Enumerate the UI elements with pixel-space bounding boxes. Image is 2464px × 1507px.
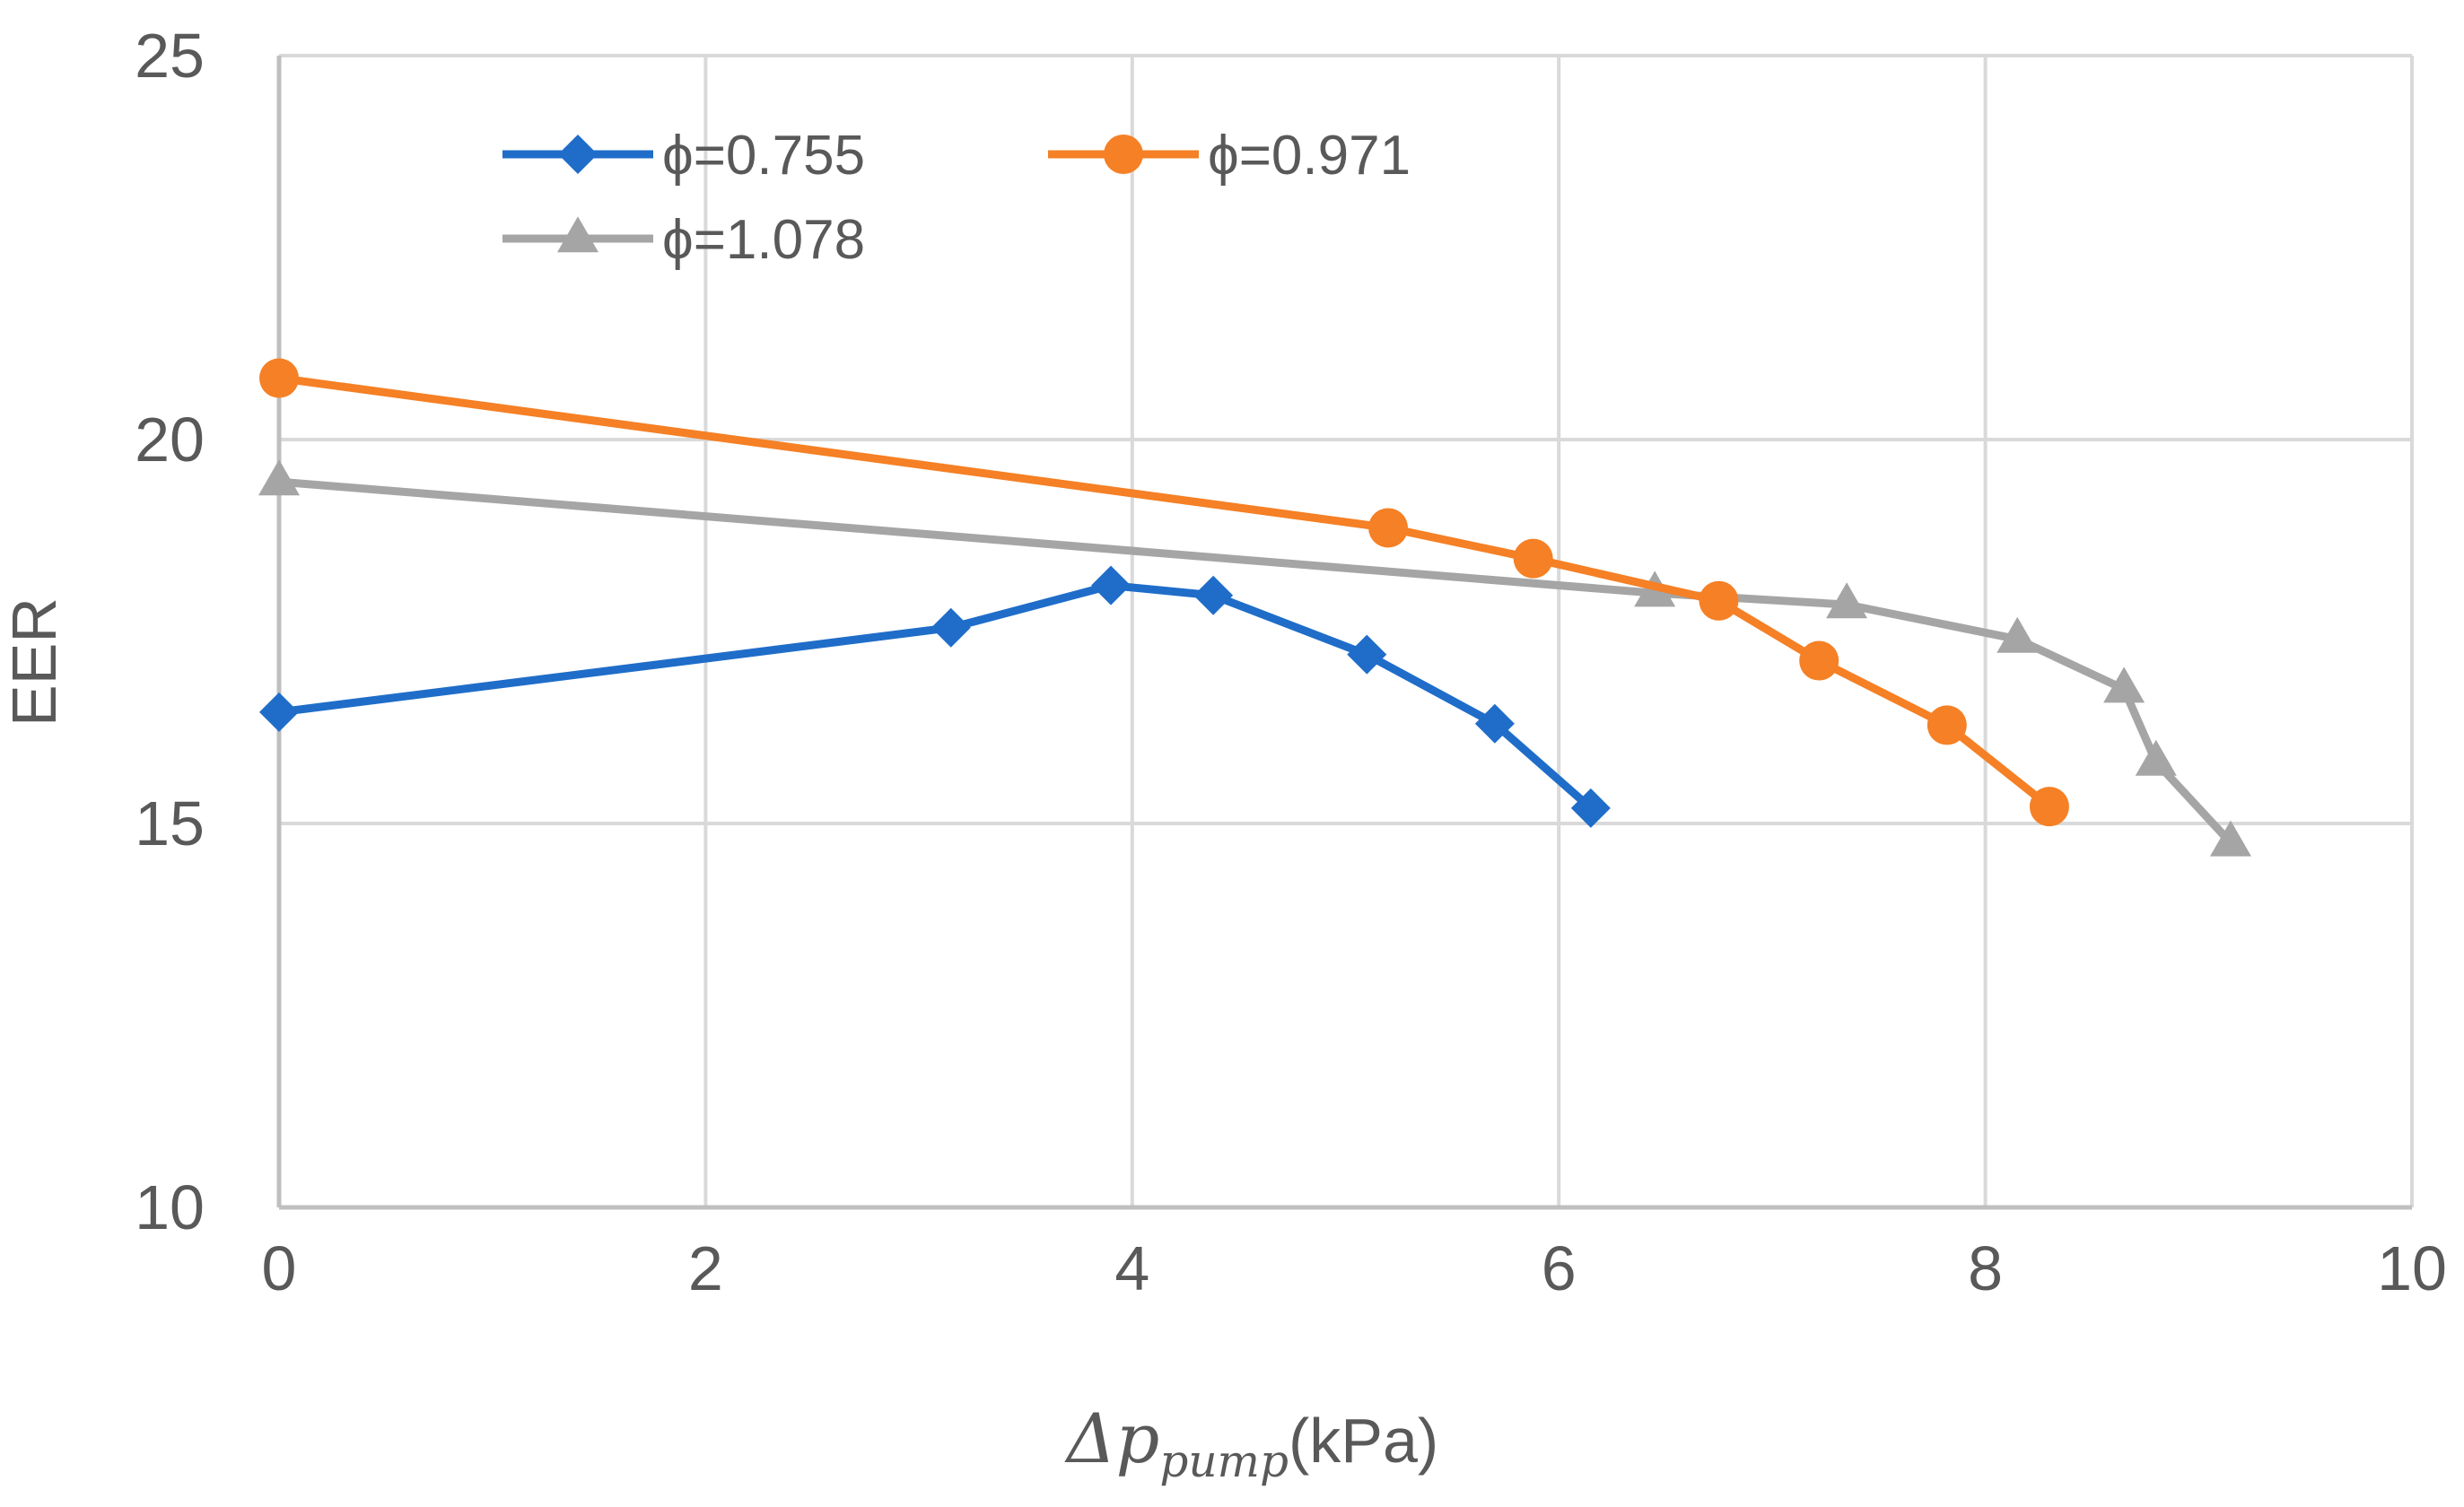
data-point: [2135, 739, 2177, 776]
data-point: [1091, 565, 1132, 605]
data-point: [1347, 634, 1387, 675]
data-point: [259, 358, 299, 398]
data-point: [1699, 580, 1739, 621]
legend-entry: ϕ=0.755: [502, 125, 865, 187]
data-point: [1193, 575, 1234, 615]
legend-entry: ϕ=0.971: [1048, 125, 1411, 187]
series-diamond: [259, 565, 1611, 828]
axes: 0 2 4 6 8 10 10 15 20 25: [135, 21, 2447, 1303]
y-tick-label: 15: [135, 788, 205, 858]
data-point: [1826, 582, 1868, 619]
series-triangle: [258, 459, 2251, 857]
x-axis-title: Δppump(kPa): [1064, 1398, 1438, 1487]
legend-marker: [1104, 135, 1143, 174]
x-tick-label: 8: [1968, 1233, 2003, 1303]
y-tick-label: 20: [135, 405, 205, 475]
legend-entry: ϕ=1.078: [502, 209, 865, 271]
legend-marker: [557, 216, 599, 253]
data-point: [2103, 666, 2145, 703]
data-point: [2029, 787, 2069, 827]
data-point: [2209, 820, 2251, 857]
data-point: [1368, 508, 1409, 548]
series-line: [275, 477, 2235, 847]
legend-label: ϕ=0.755: [662, 125, 865, 187]
legend-label: ϕ=0.971: [1208, 125, 1411, 187]
grid-lines: [279, 54, 2414, 1207]
data-point: [1799, 640, 1839, 681]
data-point: [1474, 703, 1515, 744]
data-point: [258, 459, 300, 496]
data-point: [1927, 705, 1967, 745]
data-point: [259, 692, 299, 732]
x-axis-title-subscript: pump: [1159, 1435, 1289, 1487]
legend-marker: [558, 135, 598, 174]
y-tick-label: 10: [135, 1172, 205, 1242]
data-point: [931, 607, 971, 648]
y-tick-label: 25: [135, 21, 205, 91]
series-line: [275, 581, 1595, 813]
x-tick-label: 4: [1114, 1233, 1149, 1303]
data-point: [1570, 788, 1611, 828]
x-tick-label: 2: [688, 1233, 723, 1303]
y-axis-title: EER: [0, 597, 69, 727]
x-tick-label: 0: [262, 1233, 297, 1303]
data-series: [258, 358, 2251, 857]
legend-label: ϕ=1.078: [662, 209, 865, 271]
legend: ϕ=0.755 ϕ=0.971 ϕ=1.078: [502, 125, 1411, 271]
data-point: [1513, 538, 1553, 579]
data-point: [1997, 616, 2039, 653]
series-circle: [259, 358, 2069, 827]
x-tick-label: 6: [1542, 1233, 1577, 1303]
x-axis-title-unit: (kPa): [1289, 1406, 1438, 1476]
x-axis-title-symbol: Δp: [1064, 1398, 1160, 1478]
x-tick-label: 10: [2377, 1233, 2447, 1303]
